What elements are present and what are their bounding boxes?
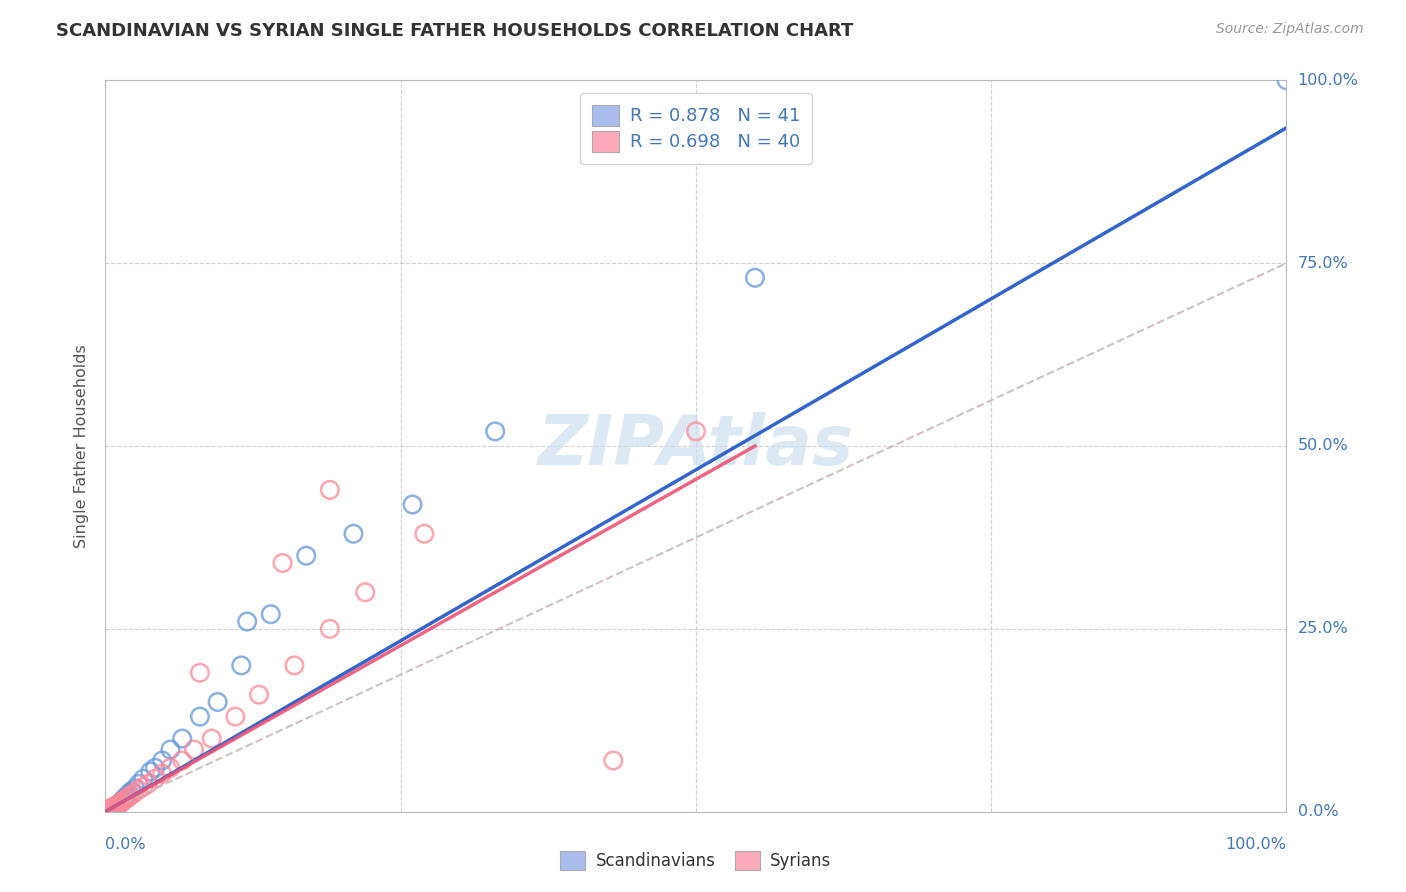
Point xyxy=(103,800,125,814)
Text: 0.0%: 0.0% xyxy=(105,837,146,852)
Point xyxy=(100,802,122,816)
Point xyxy=(114,792,136,806)
Point xyxy=(110,795,132,809)
Point xyxy=(101,801,124,815)
Text: 50.0%: 50.0% xyxy=(1298,439,1348,453)
Point xyxy=(111,794,134,808)
Text: 100.0%: 100.0% xyxy=(1226,837,1286,852)
Point xyxy=(98,803,121,817)
Point xyxy=(120,789,142,803)
Point xyxy=(132,772,155,786)
Point xyxy=(150,766,173,780)
Point xyxy=(105,798,128,813)
Point xyxy=(271,556,294,570)
Point xyxy=(107,797,129,812)
Point xyxy=(105,798,128,813)
Point xyxy=(247,688,270,702)
Point xyxy=(112,794,135,808)
Point xyxy=(143,772,166,786)
Point xyxy=(103,800,125,814)
Point xyxy=(128,782,150,797)
Point xyxy=(413,526,436,541)
Point xyxy=(101,801,124,815)
Point xyxy=(132,780,155,794)
Point xyxy=(128,777,150,791)
Point xyxy=(118,787,141,801)
Point xyxy=(685,425,707,439)
Text: 25.0%: 25.0% xyxy=(1298,622,1348,636)
Point xyxy=(108,797,131,811)
Point xyxy=(319,622,342,636)
Point xyxy=(100,801,122,815)
Point xyxy=(98,803,121,817)
Point xyxy=(159,742,181,756)
Point xyxy=(117,790,139,805)
Point xyxy=(108,797,131,811)
Point xyxy=(143,761,166,775)
Point xyxy=(1275,73,1298,87)
Point xyxy=(201,731,224,746)
Point xyxy=(98,803,121,817)
Point xyxy=(484,425,506,439)
Point xyxy=(105,798,128,813)
Point xyxy=(183,742,205,756)
Point xyxy=(101,802,124,816)
Point xyxy=(236,615,259,629)
Text: 0.0%: 0.0% xyxy=(1298,805,1339,819)
Point xyxy=(354,585,377,599)
Point xyxy=(744,270,766,285)
Point xyxy=(97,803,120,817)
Point xyxy=(136,777,159,791)
Text: SCANDINAVIAN VS SYRIAN SINGLE FATHER HOUSEHOLDS CORRELATION CHART: SCANDINAVIAN VS SYRIAN SINGLE FATHER HOU… xyxy=(56,22,853,40)
Point xyxy=(98,803,121,817)
Text: 75.0%: 75.0% xyxy=(1298,256,1348,270)
Point xyxy=(139,764,162,779)
Y-axis label: Single Father Households: Single Father Households xyxy=(75,344,90,548)
Point xyxy=(112,791,135,805)
Point xyxy=(104,799,127,814)
Point xyxy=(172,754,194,768)
Point xyxy=(104,799,127,814)
Point xyxy=(401,498,423,512)
Point xyxy=(231,658,253,673)
Point xyxy=(111,795,134,809)
Point xyxy=(260,607,283,622)
Point xyxy=(319,483,342,497)
Point xyxy=(98,803,121,817)
Point xyxy=(122,787,145,801)
Point xyxy=(188,665,211,680)
Point xyxy=(150,754,173,768)
Point xyxy=(105,798,128,813)
Text: ZIPAtlas: ZIPAtlas xyxy=(538,412,853,480)
Text: 100.0%: 100.0% xyxy=(1298,73,1358,87)
Point xyxy=(342,526,364,541)
Point xyxy=(100,803,122,817)
Point xyxy=(207,695,229,709)
Point xyxy=(124,781,146,796)
Text: Source: ZipAtlas.com: Source: ZipAtlas.com xyxy=(1216,22,1364,37)
Point xyxy=(159,761,181,775)
Point xyxy=(224,709,246,723)
Point xyxy=(188,709,211,723)
Legend: Scandinavians, Syrians: Scandinavians, Syrians xyxy=(554,844,838,877)
Point xyxy=(114,790,136,805)
Point xyxy=(172,731,194,746)
Point xyxy=(96,804,118,818)
Point xyxy=(295,549,318,563)
Point xyxy=(98,803,121,817)
Point xyxy=(103,801,125,815)
Point xyxy=(100,802,122,816)
Point xyxy=(97,804,120,818)
Point xyxy=(120,784,142,798)
Point xyxy=(283,658,305,673)
Point xyxy=(602,754,624,768)
Point xyxy=(107,797,129,812)
Point xyxy=(117,789,139,803)
